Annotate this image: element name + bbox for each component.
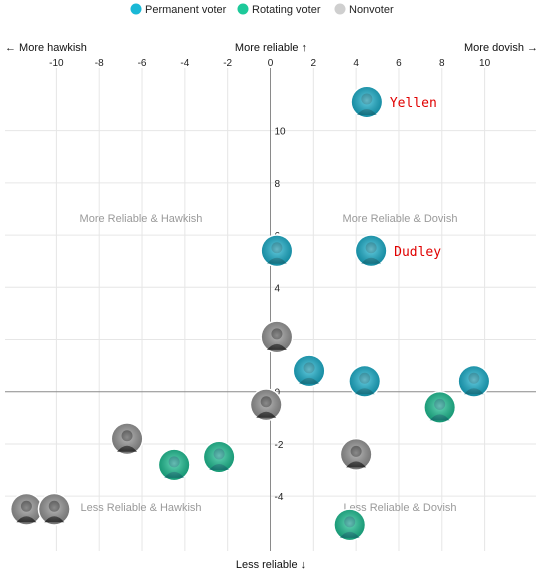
- marker-shade: [349, 366, 380, 397]
- data-point-marker: [202, 440, 236, 474]
- axes: [5, 68, 536, 551]
- marker-shade: [11, 494, 42, 525]
- data-point-marker: [333, 508, 367, 542]
- marker-shade: [458, 366, 489, 397]
- marker-shade: [334, 509, 365, 540]
- point-name-label: Yellen: [390, 96, 437, 111]
- quadrant-label-bottom-left: Less Reliable & Hawkish: [80, 502, 201, 514]
- marker-shade: [341, 439, 372, 470]
- axis-title-left: ← More hawkish: [5, 42, 87, 54]
- x-tick-label: -10: [49, 58, 64, 69]
- x-tick-label: 10: [479, 58, 491, 69]
- legend-label-permanent: Permanent voter: [145, 4, 227, 16]
- marker-shade: [39, 494, 70, 525]
- y-tick-label: 10: [275, 127, 287, 138]
- x-tick-label: -6: [138, 58, 147, 69]
- data-point-marker: [37, 492, 71, 526]
- data-point-marker: [260, 320, 294, 354]
- marker-shade: [251, 389, 282, 420]
- marker-shade: [351, 86, 382, 117]
- marker-shade: [159, 449, 190, 480]
- quadrant-label-bottom-right: Less Reliable & Dovish: [343, 502, 456, 514]
- data-point-marker: Dudley: [354, 234, 441, 268]
- x-tick-label: 8: [439, 58, 445, 69]
- marker-shade: [356, 235, 387, 266]
- axis-title-right: More dovish →: [464, 42, 538, 54]
- marker-shade: [424, 392, 455, 423]
- x-tick-label: 0: [268, 58, 274, 69]
- marker-shade: [261, 235, 292, 266]
- marker-shade: [261, 321, 292, 352]
- data-point-marker: [457, 364, 491, 398]
- x-tick-label: -8: [95, 58, 104, 69]
- x-tick-label: -2: [223, 58, 232, 69]
- data-points: Yellen Dudley: [9, 85, 491, 542]
- y-tick-label: -4: [275, 492, 284, 503]
- legend-label-rotating: Rotating voter: [252, 4, 321, 16]
- data-point-marker: [157, 448, 191, 482]
- data-point-marker: [339, 437, 373, 471]
- data-point-marker: [423, 390, 457, 424]
- data-point-marker: [110, 422, 144, 456]
- data-point-marker: [292, 354, 326, 388]
- legend-label-nonvoter: Nonvoter: [349, 4, 394, 16]
- x-tick-label: -4: [180, 58, 189, 69]
- data-point-marker: [9, 492, 43, 526]
- data-point-marker: Yellen: [350, 85, 437, 119]
- data-point-marker: [260, 234, 294, 268]
- data-point-marker: [348, 364, 382, 398]
- x-tick-labels: -10 -8 -6 -4 -2 0 2 4 6 8 10: [49, 58, 490, 69]
- marker-shade: [112, 423, 143, 454]
- marker-shade: [294, 355, 325, 386]
- y-tick-label: -2: [275, 440, 284, 451]
- data-point-marker: [249, 388, 283, 422]
- axis-title-top: More reliable ↑: [235, 42, 307, 54]
- y-tick-label: 4: [275, 283, 281, 294]
- y-tick-label: 8: [275, 179, 281, 190]
- legend-swatch-nonvoter: [334, 3, 346, 15]
- legend-swatch-rotating: [237, 3, 249, 15]
- axis-title-bottom: Less reliable ↓: [236, 559, 306, 571]
- quadrant-label-top-right: More Reliable & Dovish: [343, 213, 458, 225]
- x-tick-label: 6: [396, 58, 402, 69]
- x-tick-label: 4: [353, 58, 359, 69]
- quadrant-label-top-left: More Reliable & Hawkish: [80, 213, 203, 225]
- point-name-label: Dudley: [394, 245, 441, 260]
- legend-swatch-permanent: [130, 3, 142, 15]
- x-tick-label: 2: [311, 58, 317, 69]
- legend: Permanent voter Rotating voter Nonvoter: [130, 3, 394, 16]
- marker-shade: [204, 442, 235, 473]
